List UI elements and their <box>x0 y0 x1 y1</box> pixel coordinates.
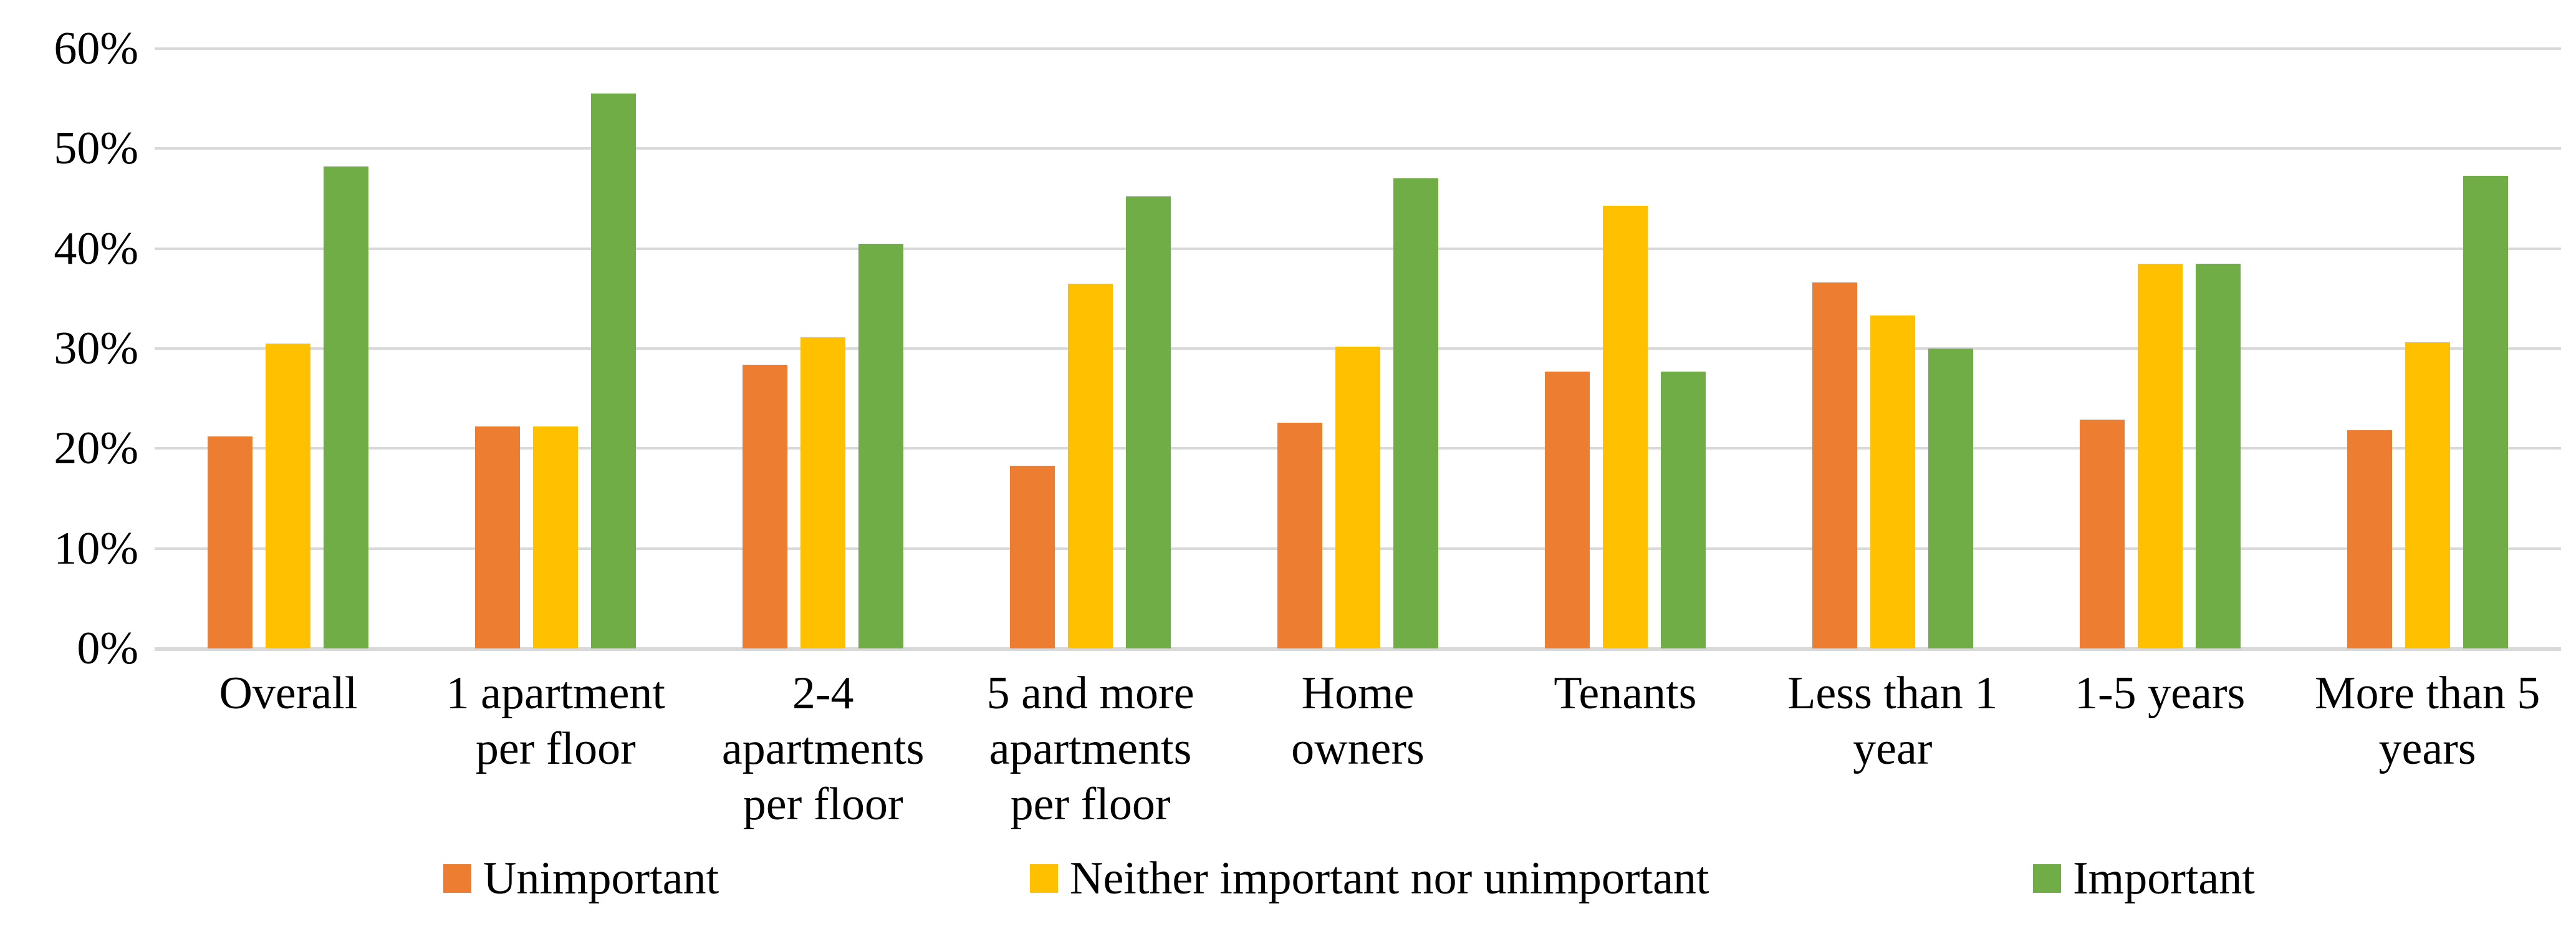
legend-item-unimportant: Unimportant <box>443 855 719 902</box>
legend-label-unimportant: Unimportant <box>483 853 719 904</box>
y-axis-tick-label: 60% <box>54 23 138 74</box>
bar-unimportant <box>2079 419 2125 648</box>
bar-important <box>591 94 637 648</box>
bar-unimportant <box>1277 422 1322 648</box>
gridline <box>155 47 2561 50</box>
bar-important <box>1126 196 1171 648</box>
y-axis-tick-label: 20% <box>54 423 138 474</box>
legend-label-important: Important <box>2073 853 2255 904</box>
bar-neither-important-nor-unimportant <box>1068 283 1113 648</box>
bar-important <box>1393 178 1438 648</box>
bar-group <box>1224 49 1492 648</box>
bar-important <box>2463 175 2508 648</box>
bar-group <box>1759 49 2026 648</box>
y-axis: 0% 10% 20% 30% 40% 50% 60% <box>0 26 138 671</box>
legend-swatch-neither <box>1030 864 1058 893</box>
bar-neither-important-nor-unimportant <box>1602 205 1648 648</box>
x-axis-category-label: More than 5 years <box>2314 668 2540 774</box>
y-axis-tick-label: 30% <box>54 323 138 374</box>
x-axis-category-label: 5 and more apartments per floor <box>986 668 1194 830</box>
bar-unimportant <box>1544 371 1590 648</box>
bar-unimportant <box>1812 282 1857 648</box>
x-axis-category-label: Tenants <box>1554 668 1697 719</box>
bar-group <box>2294 49 2561 648</box>
bar-group <box>1491 49 1759 648</box>
bar-group <box>690 49 957 648</box>
y-axis-tick-label: 50% <box>54 123 138 175</box>
bar-group <box>2026 49 2294 648</box>
x-axis-category-label: Overall <box>219 668 358 719</box>
bar-neither-important-nor-unimportant <box>1335 346 1380 648</box>
legend-item-important: Important <box>2033 855 2255 902</box>
x-axis-line <box>155 648 2561 651</box>
x-axis-category-label: 2-4 apartments per floor <box>721 668 925 830</box>
legend-swatch-important <box>2033 864 2061 893</box>
bar-neither-important-nor-unimportant <box>800 337 846 648</box>
x-axis-category-label: 1-5 years <box>2075 668 2246 719</box>
bar-important <box>858 243 904 648</box>
bar-neither-important-nor-unimportant <box>533 426 579 648</box>
plot-area <box>155 47 2561 651</box>
bar-neither-important-nor-unimportant <box>1870 315 1915 648</box>
bar-neither-important-nor-unimportant <box>2137 263 2183 648</box>
y-axis-tick-label: 10% <box>54 522 138 574</box>
gridline <box>155 147 2561 150</box>
bar-neither-important-nor-unimportant <box>2405 342 2450 648</box>
y-axis-tick-label: 40% <box>54 223 138 274</box>
x-axis-category-label: Less than 1 year <box>1787 668 1998 774</box>
bar-unimportant <box>2347 430 2392 648</box>
legend-swatch-unimportant <box>443 864 471 893</box>
bar-group <box>957 49 1224 648</box>
bar-important <box>324 166 369 648</box>
x-axis-category-label: Home owners <box>1291 668 1425 774</box>
bar-unimportant <box>1010 465 1055 648</box>
gridline <box>155 247 2561 250</box>
legend-label-neither: Neither important nor unimportant <box>1070 853 1709 904</box>
legend: Unimportant Neither important nor unimpo… <box>0 855 2576 905</box>
bar-unimportant <box>743 364 788 648</box>
bar-important <box>1660 371 1706 648</box>
bar-group <box>155 49 422 648</box>
bar-group <box>422 49 690 648</box>
bar-unimportant <box>208 436 253 648</box>
x-axis-category-label: 1 apartment per floor <box>446 668 665 774</box>
x-axis: Overall 1 apartment per floor 2-4 apartmen… <box>155 666 2561 840</box>
gridline <box>155 647 2561 650</box>
bar-important <box>2195 263 2241 648</box>
y-axis-tick-label: 0% <box>77 623 138 674</box>
bar-neither-important-nor-unimportant <box>266 343 311 648</box>
bar-unimportant <box>475 426 521 648</box>
bar-important <box>1928 349 1973 648</box>
legend-item-neither: Neither important nor unimportant <box>1030 855 1709 902</box>
